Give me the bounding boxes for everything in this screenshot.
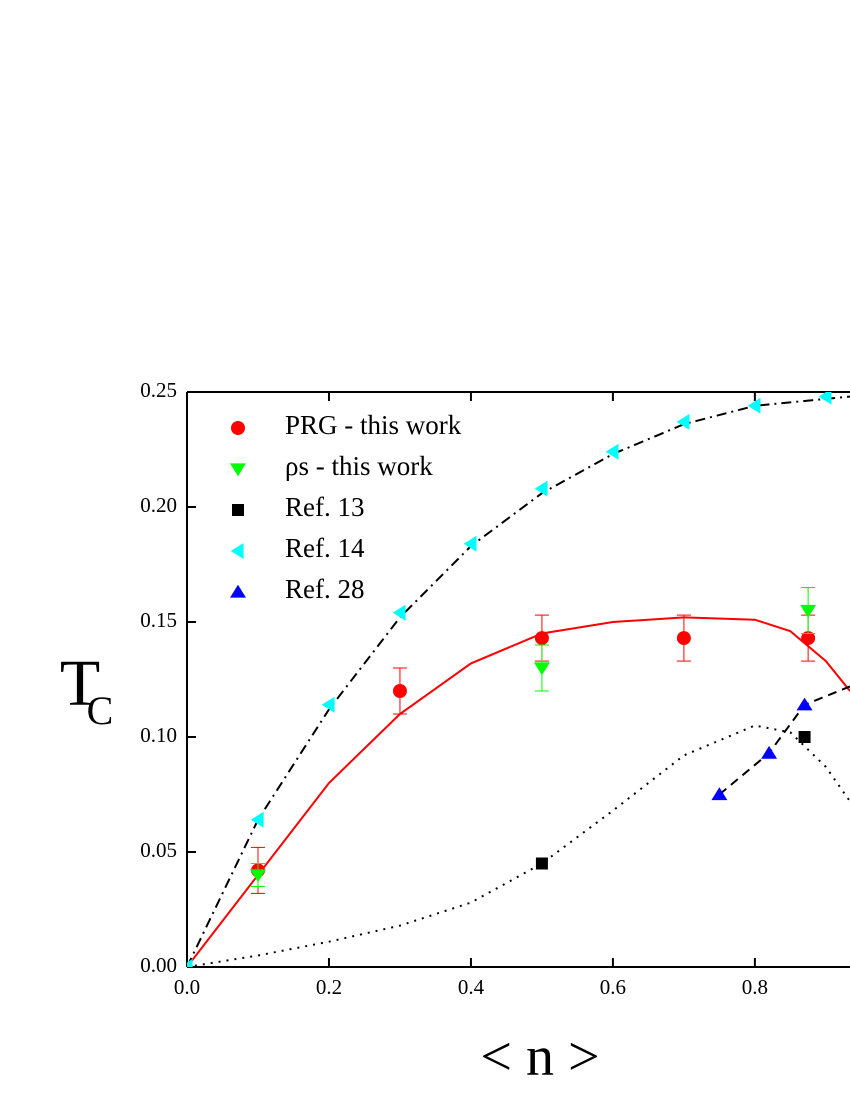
marker	[533, 662, 550, 676]
marker	[187, 959, 193, 967]
y-axis-label: T	[60, 647, 100, 720]
legend-marker	[230, 543, 244, 559]
marker	[250, 811, 264, 828]
x-tick-label: 0.8	[742, 975, 768, 999]
y-tick-label: 0.25	[140, 378, 177, 402]
marker	[676, 413, 690, 430]
marker	[798, 731, 811, 743]
marker	[796, 697, 813, 711]
legend-label: Ref. 14	[285, 533, 365, 563]
fit-curve	[187, 395, 850, 967]
marker	[321, 696, 335, 713]
x-tick-label: 0.0	[174, 975, 200, 999]
marker	[818, 392, 832, 405]
marker	[534, 480, 548, 497]
marker	[801, 631, 816, 646]
x-tick-label: 0.2	[316, 975, 342, 999]
marker	[747, 397, 761, 414]
legend-marker	[231, 421, 245, 435]
marker	[463, 535, 477, 552]
fit-curve	[187, 616, 850, 967]
y-axis-label-subscript: C	[87, 688, 114, 733]
legend-marker	[230, 463, 246, 477]
legend-marker	[230, 584, 246, 598]
y-tick-label: 0.00	[140, 953, 177, 977]
legend-label: Ref. 13	[285, 492, 364, 522]
y-tick-label: 0.10	[140, 723, 177, 747]
marker	[676, 631, 691, 646]
marker	[392, 684, 407, 698]
marker	[249, 869, 266, 883]
x-tick-label: 0.4	[458, 975, 485, 999]
x-tick-label: 0.6	[600, 975, 626, 999]
legend-label: Ref. 28	[285, 574, 364, 604]
y-tick-label: 0.20	[140, 493, 177, 517]
fit-curve	[718, 685, 850, 796]
x-axis-label: < n >	[480, 1026, 599, 1088]
marker	[535, 857, 548, 870]
y-tick-label: 0.15	[140, 608, 177, 632]
legend-label: ρs - this work	[285, 451, 433, 481]
legend-label: PRG - this work	[285, 410, 462, 440]
fit-curve	[187, 724, 850, 967]
marker	[605, 443, 619, 460]
legend-marker	[232, 504, 244, 516]
plot-area	[187, 392, 850, 967]
marker	[534, 631, 549, 646]
marker	[800, 604, 817, 618]
y-tick-label: 0.05	[140, 838, 177, 862]
marker	[711, 787, 728, 801]
marker	[392, 604, 406, 621]
marker	[761, 745, 778, 759]
